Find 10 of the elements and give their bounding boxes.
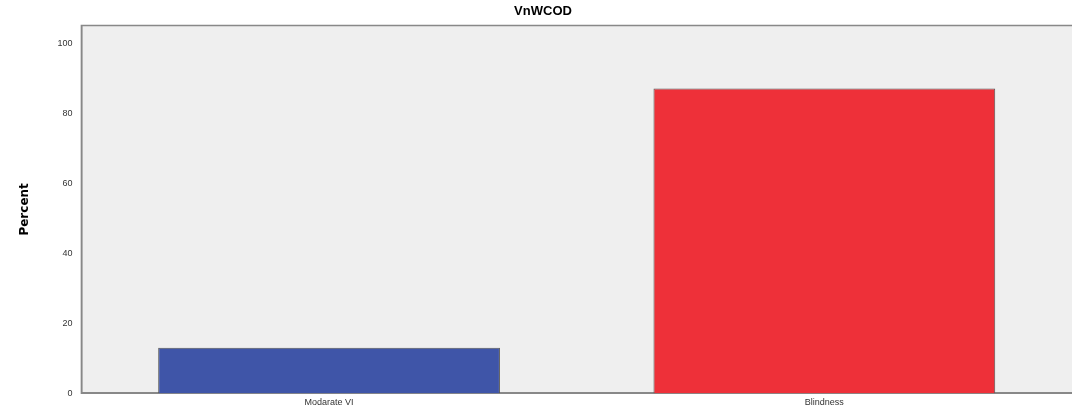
y-tick-label: 40	[62, 247, 73, 258]
chart-title: VnWCOD	[514, 3, 572, 19]
y-tick-label: 0	[67, 387, 73, 398]
y-tick-label: 20	[62, 317, 73, 328]
x-tick-label: Blindness	[804, 397, 845, 408]
x-tick-label: Modarate VI	[304, 397, 354, 408]
y-tick-label: 100	[57, 37, 73, 48]
y-tick-label: 60	[62, 177, 73, 188]
y-tick-label: 80	[62, 107, 73, 118]
y-axis-title: Percent	[17, 182, 32, 236]
